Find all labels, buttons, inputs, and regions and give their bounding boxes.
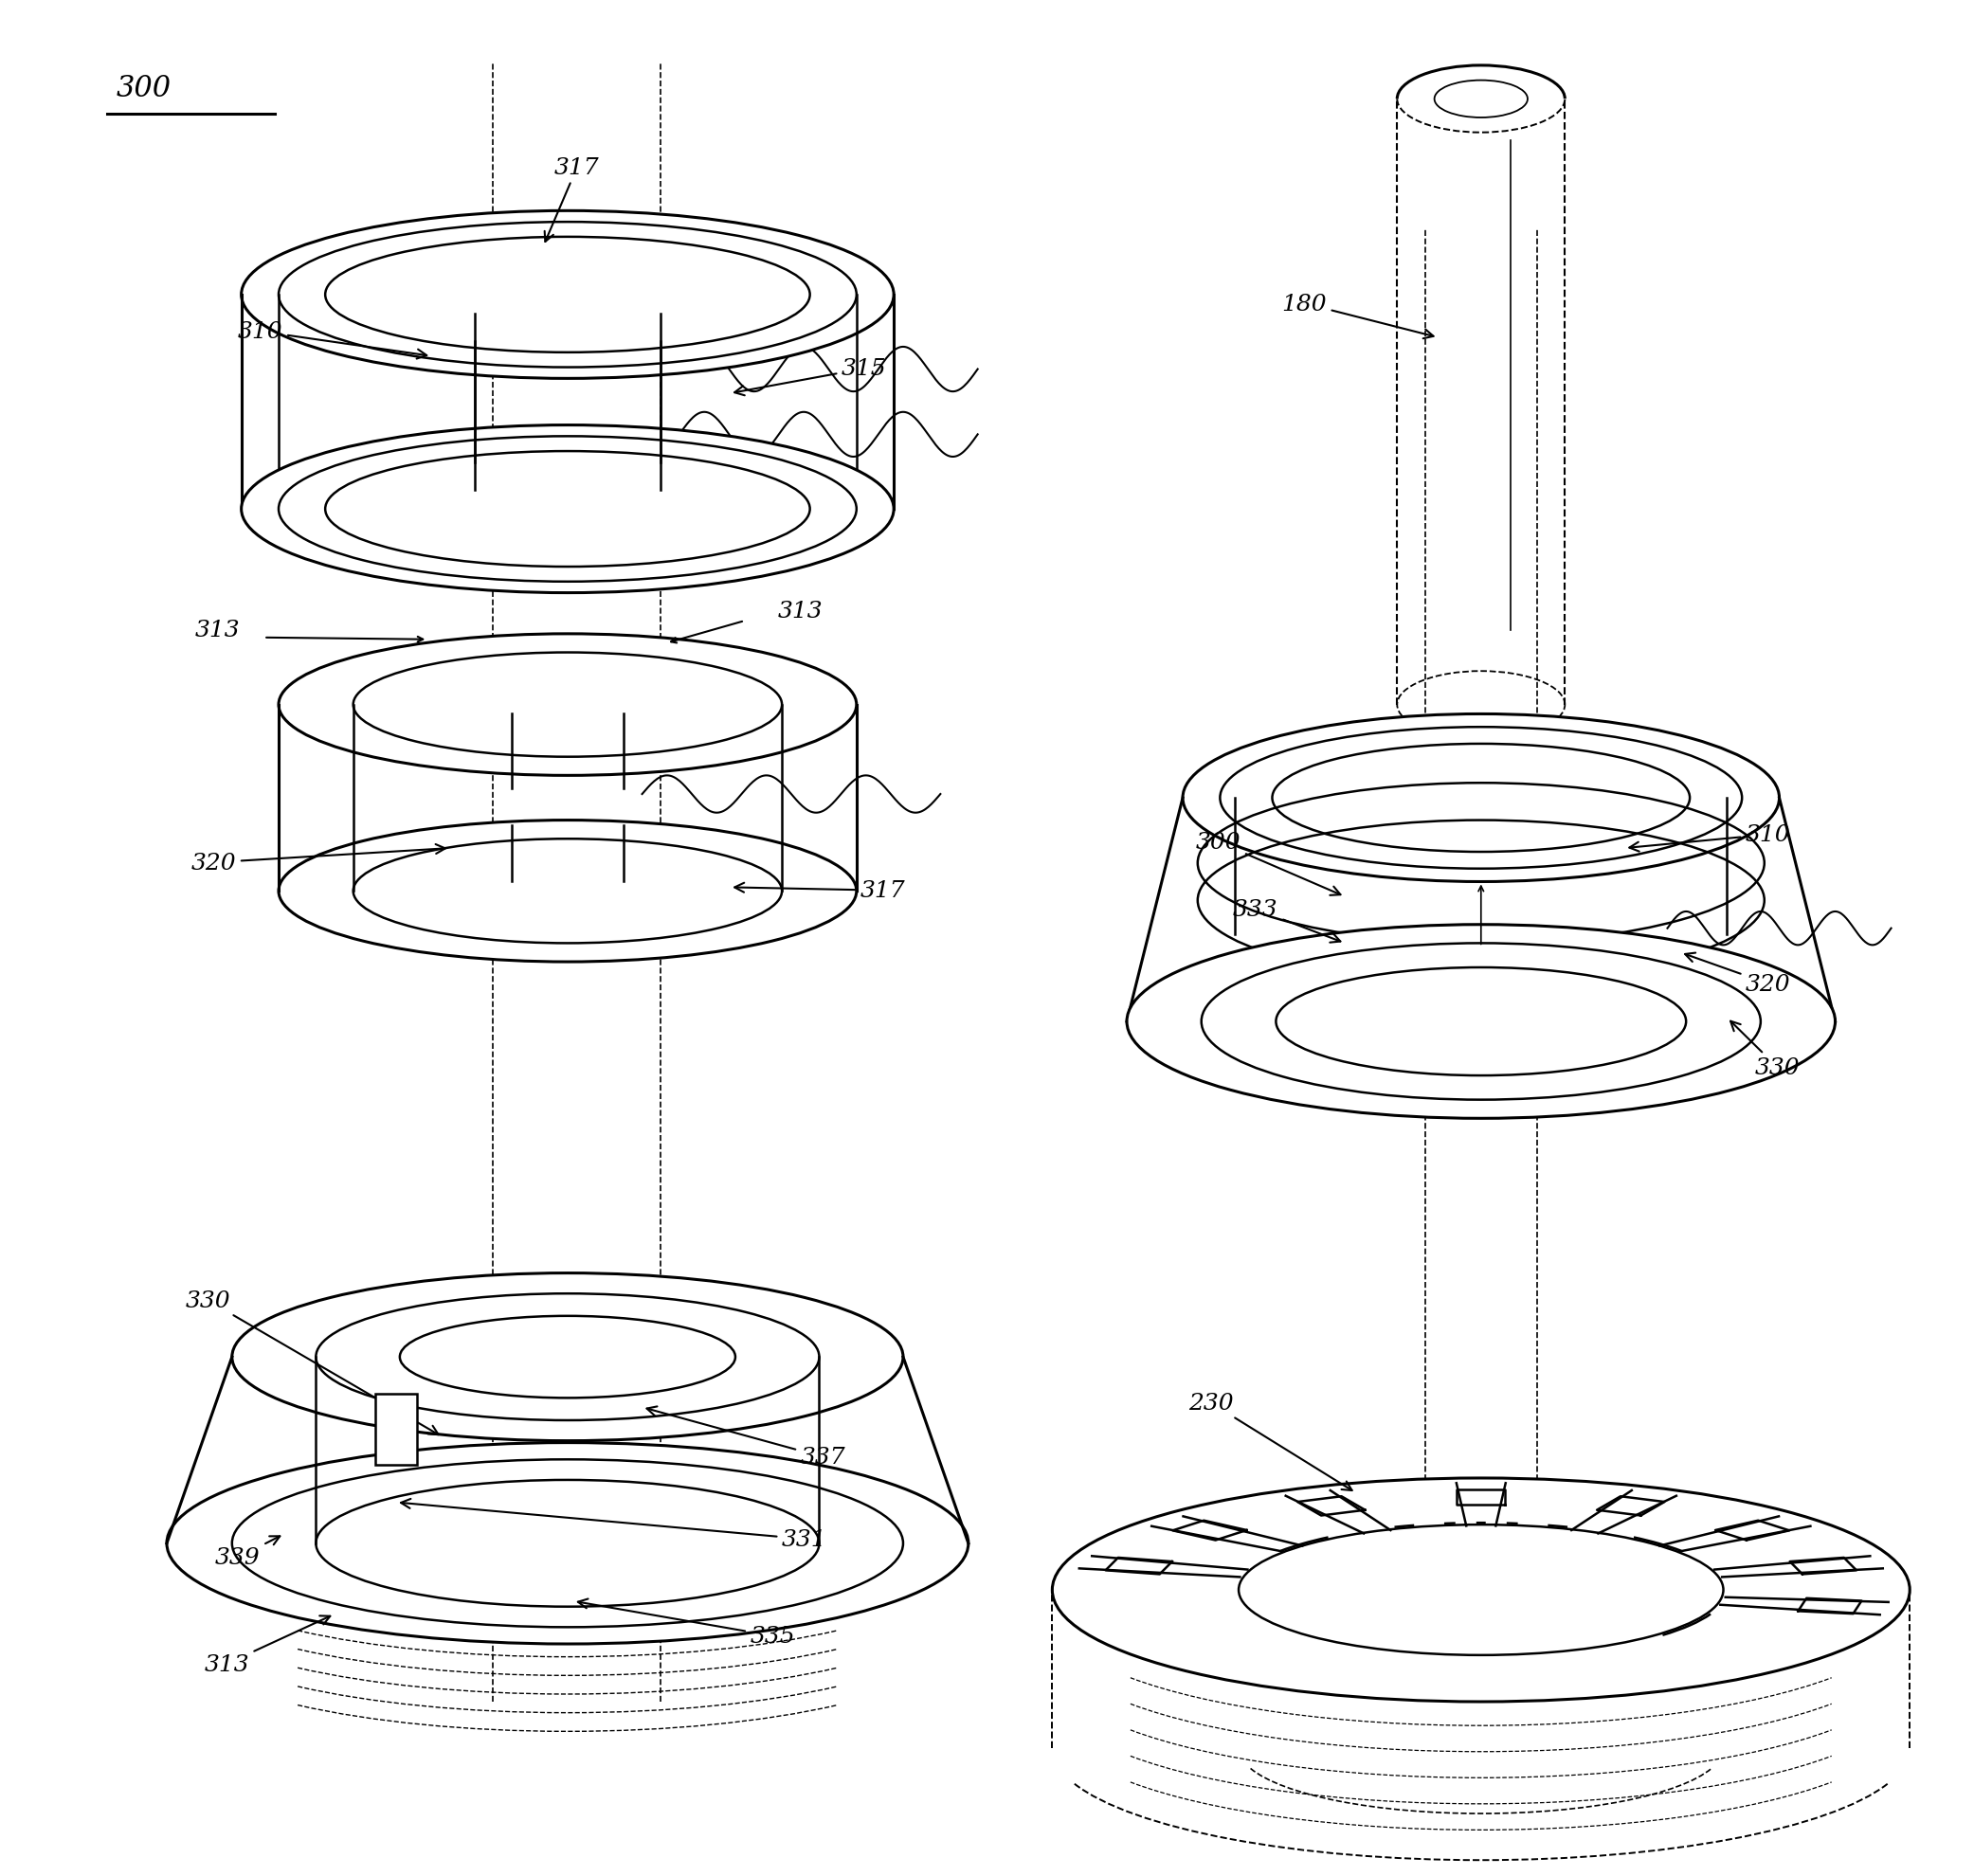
Text: 317: 317	[545, 158, 600, 242]
Text: 317: 317	[734, 880, 906, 902]
Text: 331: 331	[401, 1499, 827, 1550]
Text: 330: 330	[1731, 1022, 1800, 1079]
Text: 300: 300	[1196, 831, 1340, 895]
Ellipse shape	[1182, 715, 1779, 882]
Text: 315: 315	[734, 358, 886, 396]
Ellipse shape	[233, 1274, 904, 1441]
Text: 313: 313	[203, 1615, 330, 1675]
Text: 313: 313	[778, 600, 823, 623]
Text: 310: 310	[237, 321, 426, 360]
Bar	[375, 1394, 417, 1465]
Text: 320: 320	[1686, 953, 1790, 994]
Ellipse shape	[241, 212, 894, 379]
Ellipse shape	[278, 820, 857, 962]
Text: 337: 337	[647, 1407, 845, 1469]
Text: 310: 310	[1629, 824, 1790, 852]
Text: 313: 313	[195, 619, 241, 642]
Ellipse shape	[241, 426, 894, 593]
Text: 335: 335	[578, 1598, 796, 1647]
Text: 230: 230	[1188, 1392, 1352, 1491]
Text: 180: 180	[1281, 293, 1433, 340]
Ellipse shape	[278, 634, 857, 777]
Text: 300: 300	[116, 73, 172, 103]
Text: 333: 333	[1234, 899, 1340, 944]
Text: 320: 320	[191, 844, 446, 874]
Text: 330: 330	[186, 1291, 438, 1435]
Ellipse shape	[166, 1443, 969, 1643]
Ellipse shape	[1127, 925, 1836, 1118]
Text: 339: 339	[215, 1536, 280, 1568]
Ellipse shape	[1052, 1478, 1909, 1702]
